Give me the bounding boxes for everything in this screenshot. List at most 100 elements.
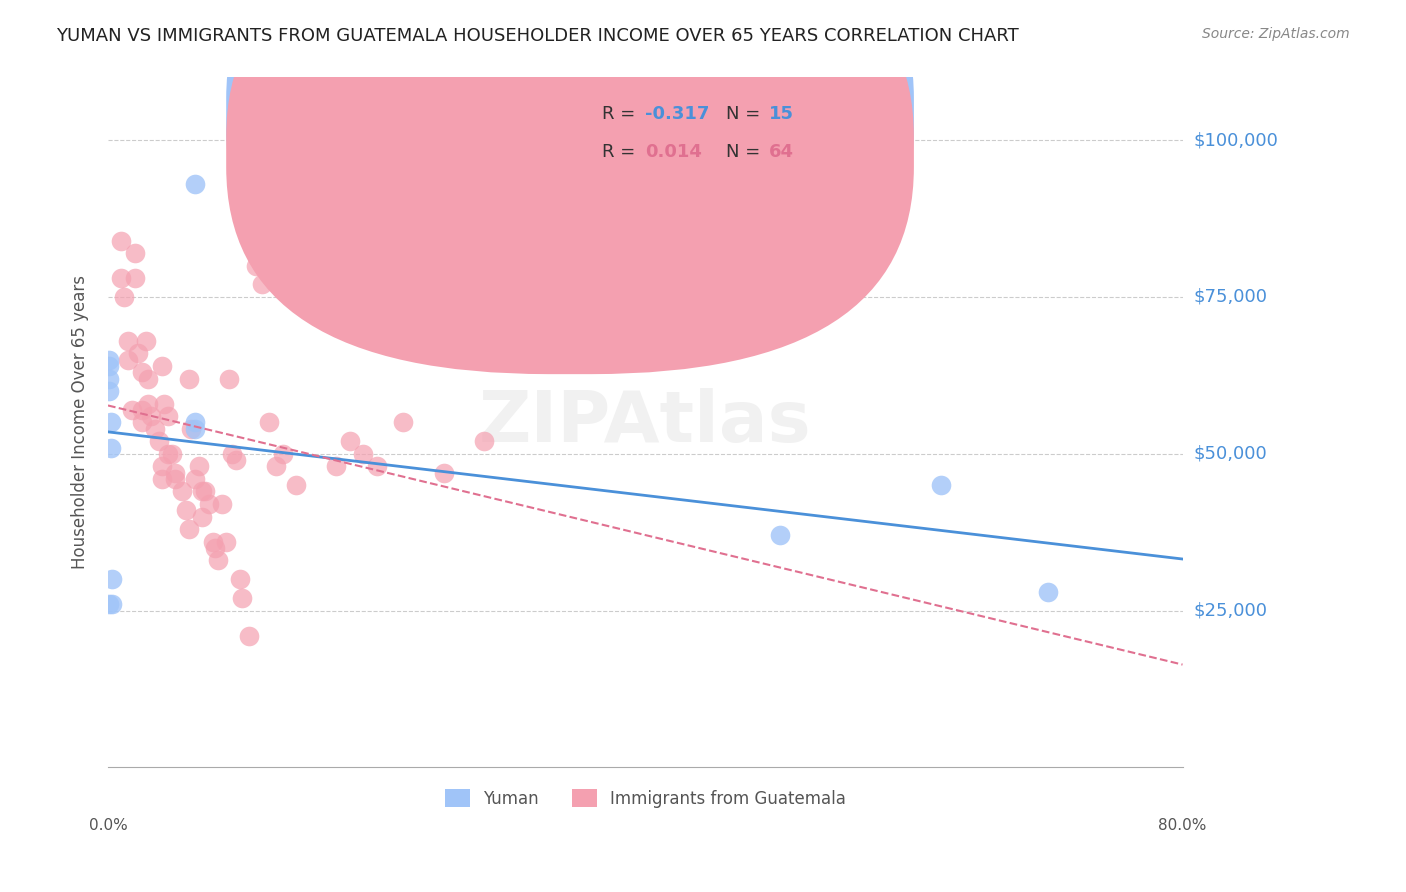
Point bbox=[257, 416, 280, 430]
Point bbox=[98, 384, 121, 398]
Point bbox=[352, 447, 374, 461]
Point bbox=[112, 290, 135, 304]
Point bbox=[211, 497, 233, 511]
Text: 0.014: 0.014 bbox=[645, 143, 702, 161]
Point bbox=[100, 416, 122, 430]
Point bbox=[184, 472, 207, 486]
Point bbox=[191, 484, 214, 499]
Text: N =: N = bbox=[725, 105, 766, 123]
Point bbox=[184, 422, 207, 436]
Point bbox=[117, 352, 139, 367]
Point bbox=[139, 409, 162, 424]
Text: $75,000: $75,000 bbox=[1194, 288, 1268, 306]
Point bbox=[197, 497, 219, 511]
Point bbox=[150, 459, 173, 474]
Point bbox=[392, 416, 415, 430]
Point bbox=[136, 371, 159, 385]
Point bbox=[110, 271, 132, 285]
Point bbox=[153, 396, 176, 410]
Point bbox=[225, 453, 247, 467]
Point bbox=[238, 629, 260, 643]
Point bbox=[252, 277, 274, 292]
Point bbox=[177, 371, 200, 385]
Point bbox=[148, 434, 170, 449]
Point bbox=[177, 522, 200, 536]
Point bbox=[312, 259, 335, 273]
Point bbox=[157, 409, 180, 424]
Text: $100,000: $100,000 bbox=[1194, 131, 1278, 149]
Point bbox=[221, 447, 243, 461]
FancyBboxPatch shape bbox=[527, 85, 849, 181]
Point bbox=[131, 403, 153, 417]
Point bbox=[231, 591, 253, 605]
Point bbox=[298, 271, 321, 285]
Point bbox=[366, 459, 388, 474]
Point bbox=[101, 598, 124, 612]
Point bbox=[191, 509, 214, 524]
Text: YUMAN VS IMMIGRANTS FROM GUATEMALA HOUSEHOLDER INCOME OVER 65 YEARS CORRELATION : YUMAN VS IMMIGRANTS FROM GUATEMALA HOUSE… bbox=[56, 27, 1019, 45]
Point bbox=[929, 478, 952, 492]
Text: 64: 64 bbox=[769, 143, 794, 161]
Point bbox=[207, 553, 229, 567]
Point bbox=[124, 271, 146, 285]
Text: $50,000: $50,000 bbox=[1194, 445, 1267, 463]
Point bbox=[264, 459, 287, 474]
Point bbox=[285, 478, 308, 492]
Point bbox=[101, 572, 124, 586]
Point bbox=[325, 459, 347, 474]
Point bbox=[98, 371, 121, 385]
Text: R =: R = bbox=[602, 143, 641, 161]
Point bbox=[194, 484, 217, 499]
Point bbox=[98, 598, 121, 612]
Text: 80.0%: 80.0% bbox=[1159, 818, 1206, 832]
Text: 15: 15 bbox=[769, 105, 794, 123]
FancyBboxPatch shape bbox=[226, 0, 914, 336]
Text: N =: N = bbox=[725, 143, 766, 161]
Point bbox=[100, 441, 122, 455]
Point bbox=[204, 541, 226, 555]
Point bbox=[131, 365, 153, 379]
Text: $25,000: $25,000 bbox=[1194, 601, 1268, 620]
Text: Source: ZipAtlas.com: Source: ZipAtlas.com bbox=[1202, 27, 1350, 41]
Point bbox=[339, 434, 361, 449]
Point bbox=[136, 396, 159, 410]
Text: 0.0%: 0.0% bbox=[89, 818, 128, 832]
Point bbox=[98, 352, 121, 367]
Point bbox=[184, 416, 207, 430]
Point bbox=[170, 484, 193, 499]
Point bbox=[472, 434, 495, 449]
Point bbox=[271, 447, 294, 461]
Text: ZIPAtlas: ZIPAtlas bbox=[479, 388, 811, 457]
Point bbox=[768, 528, 790, 542]
Point bbox=[157, 447, 180, 461]
Point bbox=[433, 466, 456, 480]
Point bbox=[184, 177, 207, 191]
Point bbox=[121, 403, 143, 417]
Point bbox=[201, 534, 224, 549]
Point bbox=[143, 422, 166, 436]
Point bbox=[180, 422, 202, 436]
Point bbox=[135, 334, 157, 348]
Point bbox=[124, 246, 146, 260]
Point bbox=[127, 346, 149, 360]
Point bbox=[98, 359, 121, 373]
Point bbox=[215, 534, 238, 549]
Point bbox=[174, 503, 197, 517]
Y-axis label: Householder Income Over 65 years: Householder Income Over 65 years bbox=[72, 276, 89, 569]
Point bbox=[110, 234, 132, 248]
Point bbox=[165, 472, 187, 486]
Text: -0.317: -0.317 bbox=[645, 105, 710, 123]
Text: R =: R = bbox=[602, 105, 641, 123]
Point bbox=[188, 459, 211, 474]
FancyBboxPatch shape bbox=[226, 0, 914, 374]
Point bbox=[165, 466, 187, 480]
Point bbox=[218, 371, 240, 385]
Point bbox=[228, 572, 250, 586]
Legend: Yuman, Immigrants from Guatemala: Yuman, Immigrants from Guatemala bbox=[437, 783, 852, 814]
Point bbox=[150, 359, 173, 373]
Point bbox=[150, 472, 173, 486]
Point bbox=[245, 259, 267, 273]
Point bbox=[117, 334, 139, 348]
Point bbox=[1038, 584, 1060, 599]
Point bbox=[162, 447, 184, 461]
